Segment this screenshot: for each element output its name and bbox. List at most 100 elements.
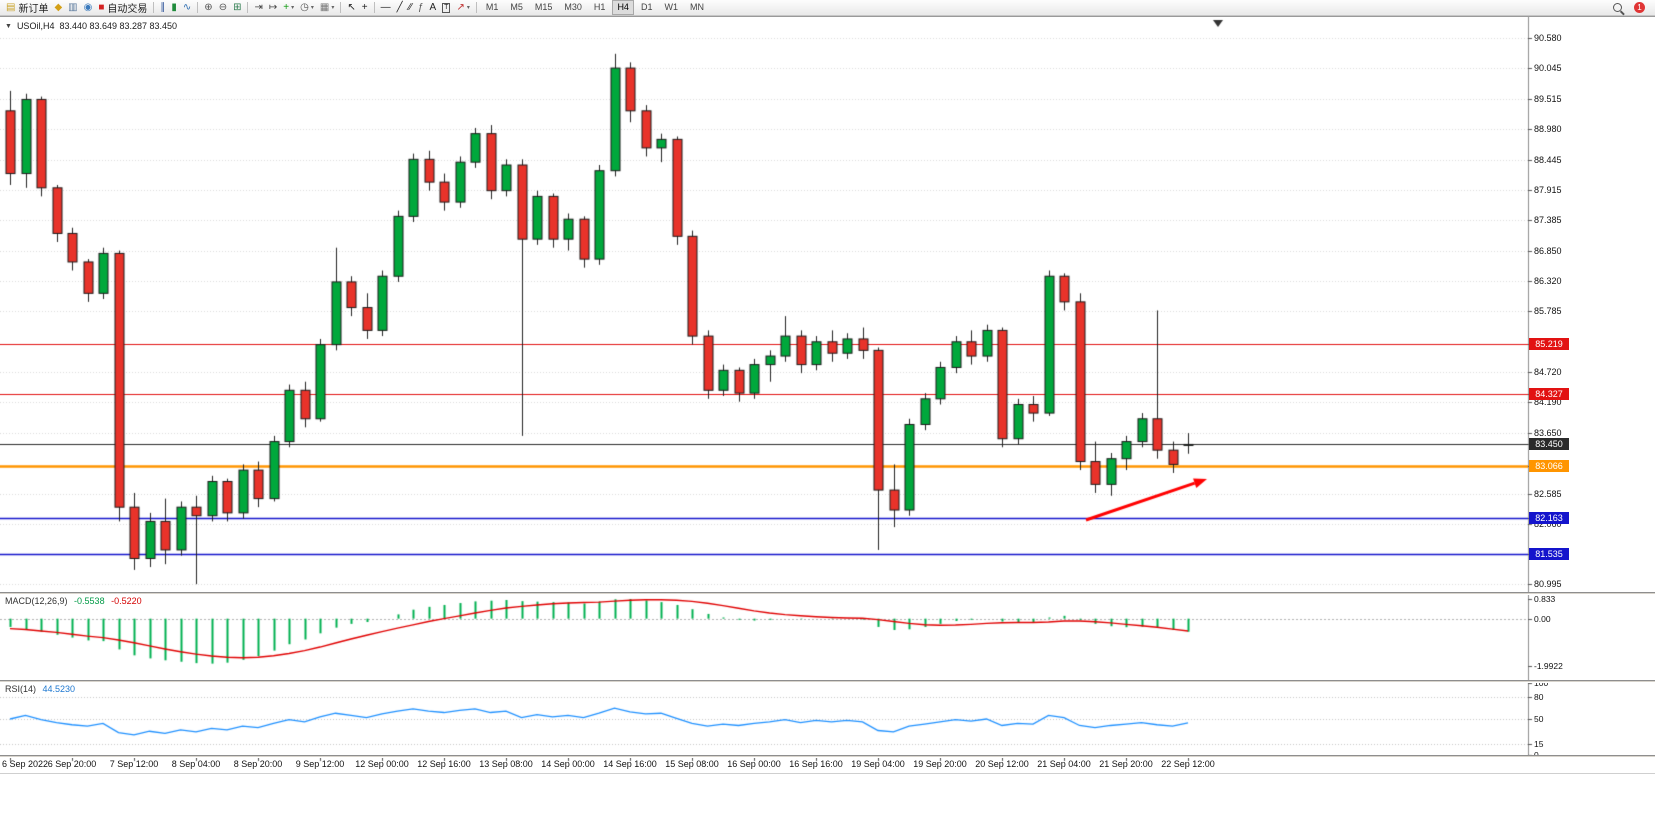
print-preview-button[interactable]: ◉ <box>81 1 96 15</box>
price-badge: 83.450 <box>1529 438 1569 451</box>
text-button[interactable]: A <box>427 1 440 15</box>
price-tick-label: 80.995 <box>1534 579 1562 590</box>
chart-canvas[interactable] <box>0 17 1655 820</box>
time-axis-label: 19 Sep 04:00 <box>851 759 905 769</box>
time-axis-label: 12 Sep 00:00 <box>355 759 409 769</box>
macd-signal-value: -0.5220 <box>111 596 142 606</box>
notification-badge-icon: 1 <box>1634 2 1645 13</box>
time-axis-label: 6 Sep 20:00 <box>47 759 97 769</box>
add-indicator-button[interactable]: + ▾ <box>280 1 297 15</box>
timeframe-m30[interactable]: M30 <box>564 2 582 12</box>
timeframe-w1[interactable]: W1 <box>664 2 678 12</box>
tile-windows-icon: ⊞ <box>233 2 242 13</box>
text-label-icon: T <box>442 3 451 13</box>
clock-icon: ◷ <box>300 2 309 13</box>
timeframe-m15[interactable]: M15 <box>534 2 553 12</box>
rsi-tick-label: 80 <box>1534 692 1544 703</box>
price-tick-label: 88.980 <box>1534 124 1562 135</box>
auto-trading-icon: ■ <box>98 2 105 13</box>
bar-chart-mode-button[interactable]: ∥ <box>157 1 168 15</box>
community-button[interactable]: 1 <box>1631 1 1648 15</box>
timeframe-h4[interactable]: H4 <box>612 0 634 15</box>
zoom-out-button[interactable]: ⊖ <box>216 1 230 15</box>
equidistant-channel-button[interactable]: ∕∕ <box>406 1 415 15</box>
auto-scroll-icon: ⇥ <box>254 2 263 13</box>
time-axis-label: 19 Sep 20:00 <box>913 759 967 769</box>
time-axis-label: 16 Sep 00:00 <box>727 759 781 769</box>
time-axis-splitter[interactable] <box>0 755 1655 758</box>
zoom-out-icon: ⊖ <box>218 2 228 13</box>
timeframe-h1[interactable]: H1 <box>593 2 606 12</box>
line-chart-icon: ∿ <box>182 2 192 13</box>
text-icon: A <box>429 2 437 13</box>
price-tick-label: 90.580 <box>1534 32 1562 43</box>
new-order-icon: ▤ <box>6 2 16 13</box>
crosshair-icon: + <box>361 2 368 13</box>
zoom-in-button[interactable]: ⊕ <box>201 1 215 15</box>
chart-shift-icon: ↦ <box>268 2 278 13</box>
arrow-objects-icon: ↗ <box>456 2 465 13</box>
print-button[interactable]: ▥ <box>65 1 80 15</box>
main-toolbar: ▤ 新订单 ◆ ▥ ◉ ■ 自动交易 ∥ ▮ ∿ ⊕ ⊖ ⊞ ⇥ ↦ + ▾ ◷ ▾ ▦ ▾ ↖ + — ╱ ∕∕ ƒ A T ↗ ▾ M1 M… <box>0 0 1655 16</box>
time-axis-label: 14 Sep 00:00 <box>541 759 595 769</box>
price-tick-label: 86.850 <box>1534 245 1562 256</box>
tile-windows-button[interactable]: ⊞ <box>230 1 244 15</box>
time-axis-label: 21 Sep 20:00 <box>1099 759 1153 769</box>
profile-icon: ◆ <box>54 2 63 13</box>
auto-trading-button[interactable]: ■ 自动交易 <box>95 1 150 15</box>
horizontal-line-icon: — <box>380 2 391 13</box>
macd-tick-label: 0.833 <box>1534 593 1556 604</box>
toolbar-separator <box>340 2 342 13</box>
new-order-button[interactable]: ▤ 新订单 <box>3 1 51 15</box>
timeframe-d1[interactable]: D1 <box>640 2 653 12</box>
time-axis-label: 13 Sep 08:00 <box>479 759 533 769</box>
line-chart-mode-button[interactable]: ∿ <box>180 1 194 15</box>
toolbar-separator <box>475 2 477 13</box>
cursor-button[interactable]: ↖ <box>344 1 358 15</box>
fibonacci-button[interactable]: ƒ <box>415 1 427 15</box>
dropdown-arrow-icon[interactable]: ▾ <box>466 5 470 11</box>
price-tick-label: 84.190 <box>1534 397 1562 408</box>
time-axis-label: 15 Sep 08:00 <box>665 759 719 769</box>
macd-tick-label: 0.00 <box>1534 613 1551 624</box>
price-tick-label: 87.385 <box>1534 215 1562 226</box>
timeframe-mn[interactable]: MN <box>689 2 704 12</box>
chart-window: ▼ USOil,H4 83.440 83.649 83.287 83.450 M… <box>0 16 1655 820</box>
search-button[interactable] <box>1610 1 1625 15</box>
panel-splitter[interactable] <box>0 592 1655 595</box>
time-axis-label: 9 Sep 12:00 <box>295 759 345 769</box>
macd-name: MACD(12,26,9) <box>5 596 68 606</box>
dropdown-arrow-icon[interactable]: ▾ <box>331 5 335 11</box>
price-tick-label: 85.785 <box>1534 306 1562 317</box>
timeframe-m1[interactable]: M1 <box>485 2 499 12</box>
window-bottom-border <box>0 773 1655 774</box>
text-label-button[interactable]: T <box>439 1 453 15</box>
chart-ohlc-values: 83.440 83.649 83.287 83.450 <box>59 21 178 31</box>
candlestick-mode-button[interactable]: ▮ <box>168 1 180 15</box>
dropdown-arrow-icon[interactable]: ▾ <box>310 5 314 11</box>
time-axis-label: 14 Sep 16:00 <box>603 759 657 769</box>
arrow-objects-button[interactable]: ↗ ▾ <box>453 1 472 15</box>
trendline-icon: ╱ <box>396 2 403 13</box>
panel-splitter[interactable] <box>0 680 1655 683</box>
toolbar-separator <box>247 2 249 13</box>
price-tick-label: 88.445 <box>1534 154 1562 165</box>
collapse-chart-icon[interactable]: ▼ <box>5 22 12 30</box>
time-axis-label: 22 Sep 12:00 <box>1161 759 1215 769</box>
profiles-button[interactable]: ◆ <box>51 1 65 15</box>
rsi-tick-label: 50 <box>1534 714 1544 724</box>
candlestick-icon: ▮ <box>171 2 177 13</box>
dropdown-arrow-icon[interactable]: ▾ <box>291 5 295 11</box>
chart-shift-button[interactable]: ↦ <box>266 1 280 15</box>
fibonacci-icon: ƒ <box>417 2 424 13</box>
timeframe-m5[interactable]: M5 <box>510 2 523 12</box>
horizontal-line-button[interactable]: — <box>378 1 394 15</box>
printer-icon: ▥ <box>68 2 78 13</box>
periods-button[interactable]: ◷ ▾ <box>297 1 317 15</box>
auto-scroll-button[interactable]: ⇥ <box>251 1 265 15</box>
trendline-button[interactable]: ╱ <box>394 1 406 15</box>
add-indicator-icon: + <box>283 2 290 13</box>
price-badge: 83.066 <box>1529 460 1569 473</box>
templates-button[interactable]: ▦ ▾ <box>317 1 337 15</box>
crosshair-button[interactable]: + <box>359 1 371 15</box>
